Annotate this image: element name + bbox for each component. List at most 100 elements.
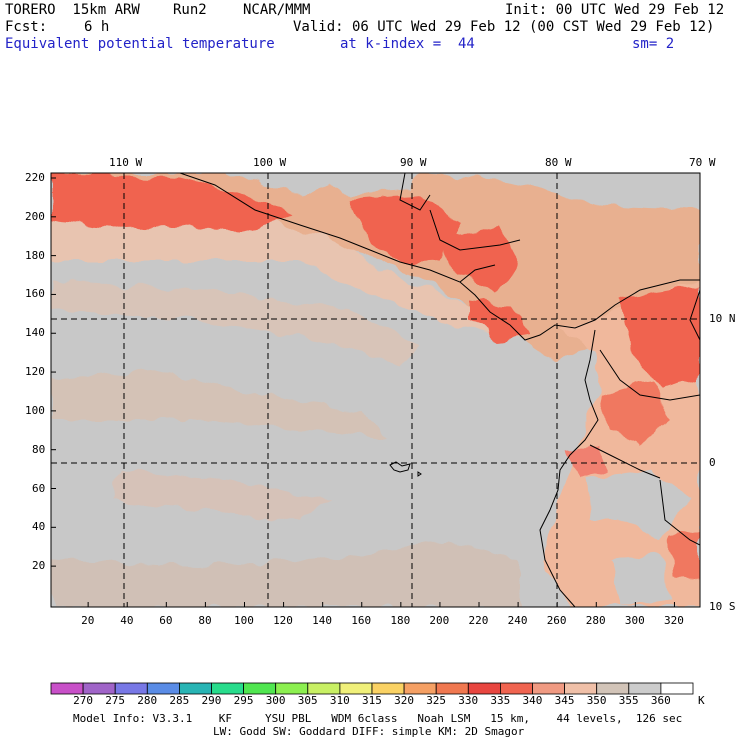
theta-e-field [51, 173, 700, 607]
y-tick-label: 120 [25, 365, 45, 379]
colorbar-label: 305 [297, 694, 318, 707]
colorbar-box [275, 682, 309, 695]
model-info-line2: LW: Godd SW: Goddard DIFF: simple KM: 2D… [213, 725, 525, 738]
border-peru [659, 479, 700, 546]
y-tick-label: 40 [32, 520, 46, 534]
x-tick-label: 320 [663, 614, 684, 627]
x-tick-label: 140 [312, 614, 333, 627]
colorbar-box [660, 682, 694, 695]
colorbar-box [596, 682, 630, 695]
colorbar-label: 360 [650, 694, 671, 707]
valid-time: Valid: 06 UTC Wed 29 Feb 12 (00 CST Wed … [293, 19, 715, 35]
lat-label-equator: 0 [709, 456, 716, 469]
lon-label-110w: 110 W [109, 156, 143, 169]
y-tick-label: 20 [32, 559, 46, 573]
colorbar-label: 345 [554, 694, 575, 707]
tan-band-bottom [51, 540, 520, 607]
warm-patch-guatemala [350, 195, 460, 262]
tan-band-north [51, 205, 560, 345]
gray-patch-andes [585, 470, 690, 540]
colorbar-label: 275 [105, 694, 126, 707]
level-label: at k-index = 44 [340, 36, 475, 52]
y-tick-label: 140 [25, 326, 45, 340]
warm-patch-ecuador [565, 445, 610, 480]
border-honduras [429, 209, 521, 251]
land-central-america [51, 173, 700, 360]
colorbar-label: 340 [522, 694, 543, 707]
x-tick-label: 300 [624, 614, 645, 627]
y-tick-label: 160 [25, 287, 45, 301]
tan-band-mid [51, 282, 420, 365]
colorbar-label: 295 [233, 694, 254, 707]
colorbar-box [178, 682, 212, 695]
y-tick-label: 220 [25, 171, 45, 184]
y-tick-marks [51, 177, 56, 567]
pacific-coast-central [179, 173, 700, 341]
lon-label-70w: 70 W [689, 156, 716, 169]
colorbar-box [403, 682, 437, 695]
forecast-label: Fcst: [5, 19, 48, 35]
colorbar-label: 320 [394, 694, 414, 707]
x-tick-label: 120 [273, 614, 293, 627]
field-name: Equivalent potential temperature [5, 36, 275, 52]
lat-label-10n: 10 N [709, 312, 736, 325]
colorbar-label: 310 [329, 694, 350, 707]
colorbar-label: 330 [458, 694, 479, 707]
colorbar-label: 355 [618, 694, 639, 707]
colorbar-label: 285 [169, 694, 190, 707]
lon-label-100w: 100 W [253, 156, 287, 169]
y-tick-label: 60 [32, 481, 46, 495]
lon-label-80w: 80 W [545, 156, 572, 169]
lat-label-10s: 10 S [709, 600, 736, 613]
map-frame [50, 172, 701, 608]
warm-patch-peru [670, 530, 700, 580]
colorbar-box [211, 682, 244, 695]
colorbar-box [307, 682, 341, 695]
galapagos-islet [417, 471, 422, 477]
y-tick-label: 80 [32, 442, 46, 456]
colorbar-box [532, 682, 565, 695]
org-label: NCAR/MMM [243, 2, 311, 18]
tan-patch [110, 470, 330, 520]
y-tick-label: 200 [25, 209, 45, 223]
x-tick-label: 40 [120, 614, 134, 627]
colorbar-label: 270 [73, 694, 93, 707]
colorbar-label: 335 [490, 694, 511, 707]
warm-patch-colombia [620, 285, 700, 390]
x-tick-label: 240 [507, 614, 528, 627]
x-tick-label: 260 [546, 614, 567, 627]
tan-band-south [51, 370, 390, 440]
warm-patch-mexico [51, 173, 290, 232]
colorbar-box [339, 682, 373, 695]
colorbar [50, 682, 694, 695]
latlon-grid [51, 173, 700, 607]
model-title: TORERO 15km ARW [5, 2, 140, 18]
x-tick-label: 100 [233, 614, 254, 627]
colorbar-label: 280 [137, 694, 158, 707]
colorbar-box [146, 682, 180, 695]
colorbar-box [243, 682, 277, 695]
colorbar-box [467, 682, 501, 695]
x-tick-label: 180 [390, 614, 411, 627]
forecast-hour: 6 h [84, 19, 110, 35]
warm-patch-honduras [440, 225, 520, 290]
gray-patch-north [320, 173, 420, 195]
border-colombia [599, 349, 700, 401]
colorbar-box [628, 682, 662, 695]
colorbar-box [564, 682, 598, 695]
colorbar-box [499, 682, 533, 695]
colorbar-box [371, 682, 405, 695]
colorbar-label: 325 [426, 694, 447, 707]
border-nicaragua [459, 264, 496, 283]
x-tick-label: 160 [351, 614, 372, 627]
colorbar-label: 350 [586, 694, 607, 707]
x-tick-label: 20 [81, 614, 95, 627]
y-tick-label: 180 [25, 248, 45, 262]
y-tick-label: 100 [25, 403, 45, 417]
warm-patch-andes [600, 380, 670, 445]
gray-patch-south [610, 555, 670, 607]
init-time: Init: 00 UTC Wed 29 Feb 12 [505, 2, 725, 18]
x-tick-label: 80 [198, 614, 212, 627]
x-tick-marks [87, 602, 675, 607]
